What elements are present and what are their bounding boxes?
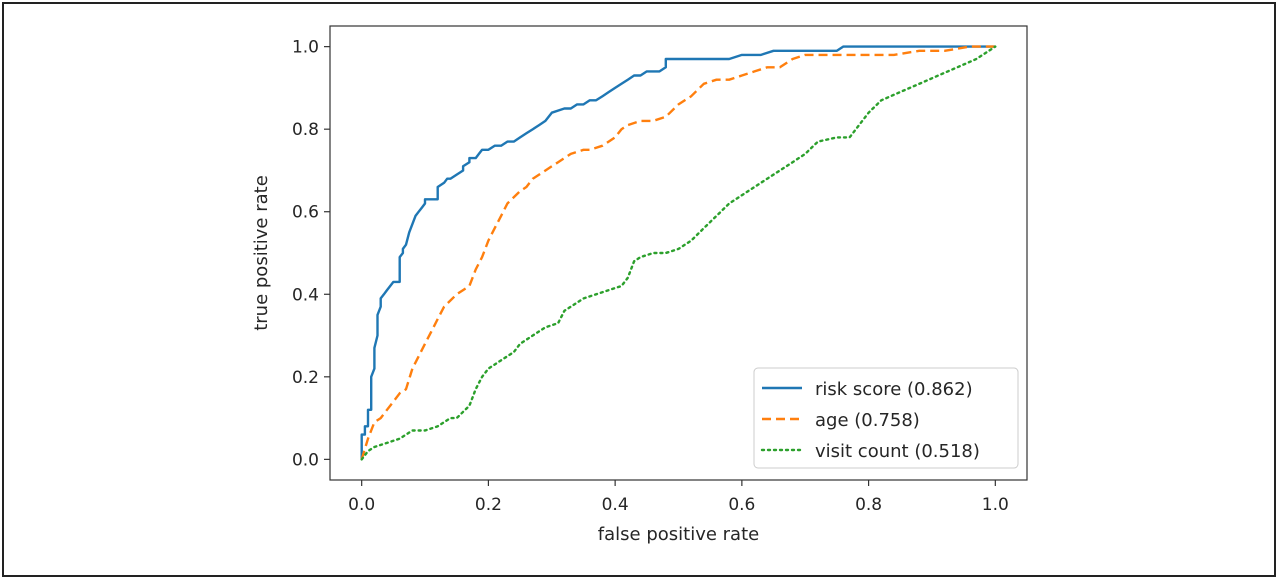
legend-label-0: risk score (0.862): [815, 379, 973, 400]
y-tick-label: 0.2: [292, 368, 319, 388]
x-tick-label: 0.8: [855, 495, 882, 515]
legend-label-1: age (0.758): [815, 410, 920, 431]
y-axis-label: true positive rate: [251, 175, 272, 331]
plot-area-frame: [329, 25, 1028, 481]
series-line-0: [360, 45, 996, 460]
series-line-2: [360, 45, 997, 461]
y-tick-label: 0.6: [292, 203, 319, 223]
x-tick-label: 0.0: [348, 495, 375, 515]
series-line-1: [360, 45, 996, 460]
x-axis-label: false positive rate: [598, 524, 759, 545]
y-tick-label: 0.4: [292, 285, 319, 305]
y-tick-label: 0.8: [292, 120, 319, 140]
x-tick-label: 1.0: [982, 495, 1009, 515]
legend-box: [753, 367, 1019, 469]
x-tick-label: 0.2: [475, 495, 502, 515]
y-tick-label: 1.0: [292, 38, 319, 58]
legend: risk score (0.862) age (0.758) visit count…: [753, 367, 1019, 469]
y-tick-label: 0.0: [292, 450, 319, 470]
x-tick-label: 0.4: [602, 495, 629, 515]
x-tick-label: 0.6: [728, 495, 755, 515]
legend-label-2: visit count (0.518): [815, 441, 980, 462]
